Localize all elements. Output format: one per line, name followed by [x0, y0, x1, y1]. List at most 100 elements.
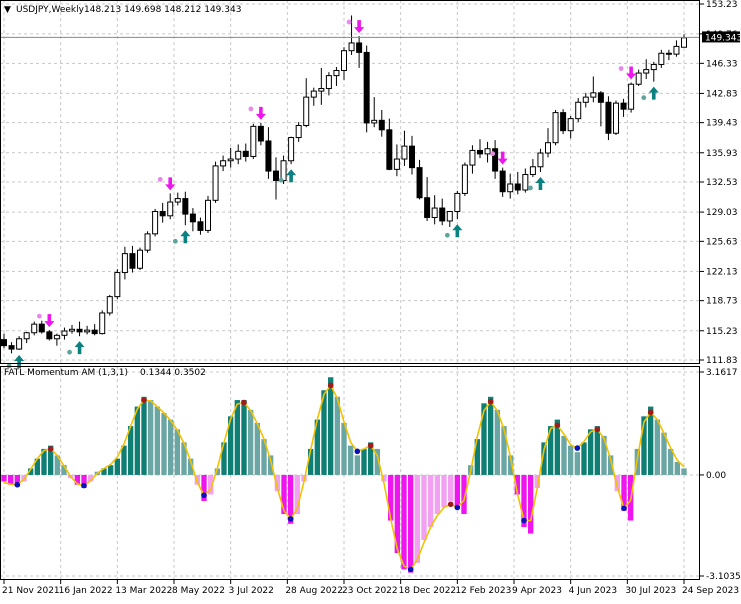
- candle: [590, 76, 597, 103]
- trough-dot: [454, 504, 461, 511]
- current-price-label: 149.343: [705, 33, 741, 43]
- sell-dot: [490, 151, 496, 157]
- time-axis[interactable]: 21 Nov 2021 16 Jan 2022 13 Mar 2022 8 May 2…: [2, 580, 739, 596]
- symbol-label: USDJPY,Weekly: [16, 5, 85, 15]
- candle: [552, 110, 559, 146]
- candle: [454, 190, 461, 220]
- candle: [673, 40, 680, 57]
- trough-dot: [201, 492, 207, 499]
- time-tick-label: 3 Jul 2022: [229, 586, 274, 596]
- histogram-bar: [261, 439, 267, 475]
- trough-dot: [354, 448, 361, 455]
- indicator-axis[interactable]: 3.1617 0.00 -3.1035: [700, 368, 741, 582]
- histogram-bar: [508, 455, 514, 475]
- peak-dot: [447, 501, 454, 508]
- histogram-bar: [548, 426, 554, 475]
- candle: [409, 135, 415, 175]
- buy-dot: [528, 185, 533, 191]
- peak-dot: [241, 399, 247, 406]
- candle: [477, 139, 483, 159]
- main-grid: [0, 0, 700, 364]
- price-tick-label: 118.73: [706, 297, 738, 307]
- candle: [461, 162, 468, 197]
- candle: [560, 109, 567, 135]
- indicator-tick-label: 0.00: [706, 471, 726, 481]
- buy-dot: [67, 349, 72, 355]
- histogram-bar: [561, 435, 567, 475]
- histogram-bar: [574, 452, 580, 475]
- histogram-bar: [501, 426, 507, 475]
- candle: [681, 34, 687, 48]
- candle: [1, 333, 7, 349]
- histogram-bar: [288, 474, 294, 524]
- candle: [182, 191, 189, 226]
- histogram-bar: [61, 465, 67, 475]
- histogram-bar: [321, 390, 327, 475]
- buy-dot: [278, 177, 284, 183]
- histogram-bar: [514, 474, 520, 495]
- candle: [106, 294, 113, 316]
- histogram-bar: [201, 474, 207, 501]
- peak-dot: [141, 397, 147, 403]
- buy-dot: [172, 238, 178, 244]
- histogram-bar: [74, 474, 80, 485]
- histogram-bar: [428, 474, 434, 528]
- histogram-bar: [48, 445, 54, 475]
- time-tick-label: 28 Aug 2022: [285, 586, 343, 596]
- histogram-bar: [601, 435, 607, 475]
- histogram-bar: [454, 474, 460, 508]
- main-pane-frame: [0, 0, 700, 364]
- candle: [99, 310, 106, 335]
- price-axis[interactable]: 153.23149.76146.33142.83139.43135.93132.…: [700, 0, 738, 366]
- histogram-bar: [121, 445, 127, 475]
- time-tick-label: 23 Oct 2022: [342, 586, 398, 596]
- histogram-bar: [681, 468, 687, 475]
- histogram-bar: [408, 474, 414, 573]
- candle: [167, 193, 174, 220]
- histogram-bar: [654, 419, 660, 475]
- histogram-bar: [161, 413, 167, 475]
- histogram-bar: [134, 406, 140, 475]
- indicator-tick-label: -3.1035: [706, 572, 741, 582]
- histogram-bar: [481, 403, 487, 475]
- current-price-tag: [702, 31, 740, 43]
- buy-arrow-icon: [648, 86, 659, 100]
- candle: [484, 141, 491, 163]
- candles-layer: [1, 15, 687, 354]
- histogram-bar: [154, 406, 160, 475]
- candle: [446, 210, 453, 227]
- candle: [514, 171, 521, 195]
- candle: [84, 325, 91, 335]
- candle: [280, 155, 287, 184]
- candle: [582, 92, 589, 108]
- peak-dot: [594, 426, 601, 433]
- histogram-bar: [674, 461, 680, 475]
- candle: [16, 336, 23, 350]
- candle: [152, 208, 159, 237]
- histogram-bar: [388, 474, 394, 521]
- sell-dot: [248, 106, 254, 112]
- candle: [393, 144, 400, 177]
- candle: [121, 246, 128, 280]
- histogram-bar: [54, 455, 60, 475]
- buy-arrow-icon: [286, 169, 297, 183]
- time-tick-label: 12 Feb 2023: [455, 586, 511, 596]
- candle: [545, 128, 551, 158]
- histogram-bar: [281, 474, 287, 515]
- histogram-bar: [88, 474, 94, 482]
- histogram-bar: [14, 474, 20, 487]
- candle: [61, 327, 68, 340]
- candle: [318, 67, 325, 105]
- histogram-bar: [354, 455, 360, 475]
- histogram-bar: [474, 439, 480, 475]
- candle: [46, 330, 53, 341]
- trough-dot: [574, 445, 581, 451]
- candle: [356, 36, 363, 68]
- dropdown-arrow-icon[interactable]: ▼: [4, 5, 11, 15]
- price-tick-label: 153.23: [706, 0, 738, 10]
- candle: [197, 217, 204, 235]
- trough-dot: [287, 516, 294, 522]
- buy-dot: [641, 95, 647, 101]
